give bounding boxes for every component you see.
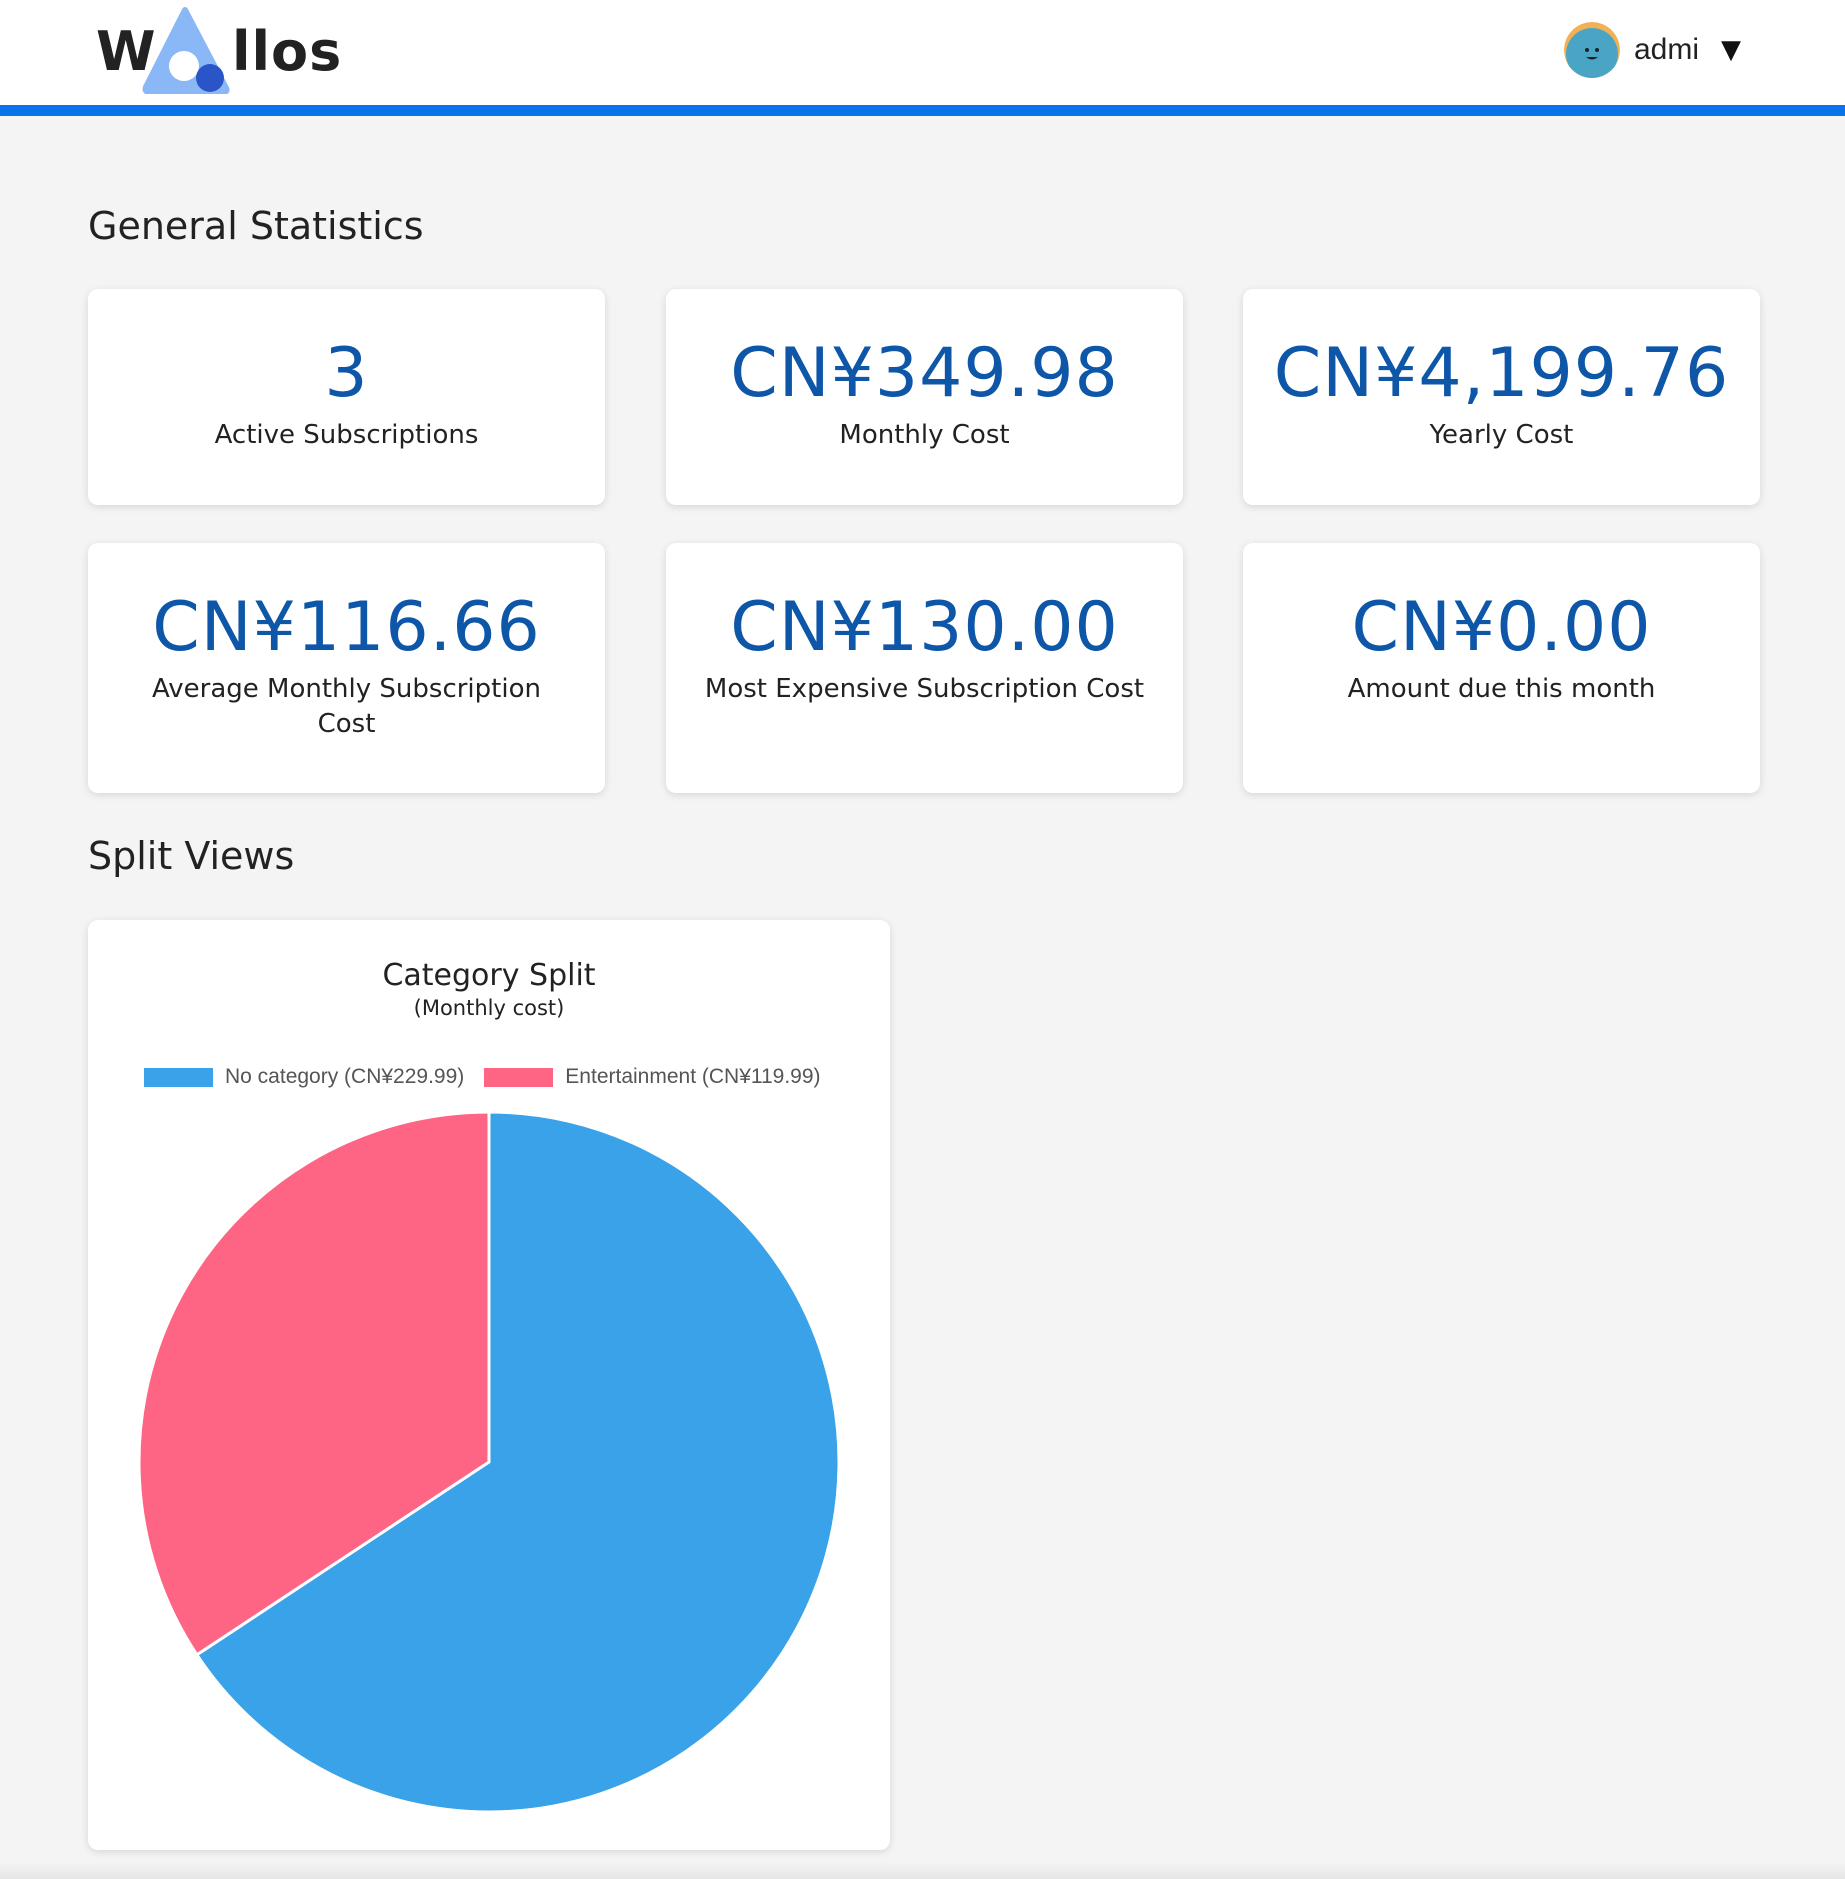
username[interactable]: admi <box>1634 33 1700 66</box>
stat-label: Amount due this month <box>1347 673 1656 704</box>
pie-slice-1[interactable] <box>137 1110 491 1657</box>
stat-value: CN¥116.66 <box>152 588 541 667</box>
category-split-chart-card: Category Split (Monthly cost) No categor… <box>88 920 890 1850</box>
wallos-logo[interactable]: W llos <box>96 6 341 94</box>
stat-card-monthly-cost: CN¥349.98 Monthly Cost <box>666 289 1183 505</box>
top-header: W llos admi ▼ <box>0 0 1845 116</box>
chevron-down-icon[interactable]: ▼ <box>1721 35 1742 65</box>
legend-label: Entertainment (CN¥119.99) <box>565 1065 821 1088</box>
legend-item-entertainment[interactable]: Entertainment (CN¥119.99) <box>484 1065 821 1089</box>
chart-title: Category Split <box>382 958 596 993</box>
stat-card-yearly-cost: CN¥4,199.76 Yearly Cost <box>1243 289 1760 505</box>
stat-label: Active Subscriptions <box>214 419 479 450</box>
stat-value: CN¥4,199.76 <box>1273 334 1730 413</box>
logo-text-right: llos <box>232 20 343 83</box>
stat-value: 3 <box>324 334 369 413</box>
stat-label: Average Monthly Subscription Cost <box>152 673 541 739</box>
stat-value: CN¥130.00 <box>730 588 1119 667</box>
legend-swatch <box>484 1067 554 1087</box>
stat-card-active-subscriptions: 3 Active Subscriptions <box>88 289 605 505</box>
stat-card-most-expensive: CN¥130.00 Most Expensive Subscription Co… <box>666 543 1183 793</box>
split-views-title: Split Views <box>88 834 295 878</box>
pie-chart <box>137 1110 841 1814</box>
stat-card-amount-due: CN¥0.00 Amount due this month <box>1243 543 1760 793</box>
user-menu-dropdown[interactable]: admi ▼ <box>1564 22 1754 78</box>
logo-triangle-icon <box>142 7 230 94</box>
pie-slice-0[interactable] <box>194 1110 841 1814</box>
stat-value: CN¥349.98 <box>730 334 1119 413</box>
stat-label: Yearly Cost <box>1429 419 1574 450</box>
chart-subtitle: (Monthly cost) <box>413 996 565 1020</box>
chart-legend: No category (CN¥229.99) Entertainment (C… <box>144 1062 841 1092</box>
stat-card-average-monthly-cost: CN¥116.66 Average Monthly Subscription C… <box>88 543 605 793</box>
stat-value: CN¥0.00 <box>1351 588 1652 667</box>
stat-label: Monthly Cost <box>839 419 1010 450</box>
legend-label: No category (CN¥229.99) <box>225 1065 465 1088</box>
legend-swatch <box>144 1067 213 1087</box>
stat-label: Most Expensive Subscription Cost <box>704 673 1145 704</box>
logo-text-left: W <box>96 20 157 83</box>
smiley-avatar-icon <box>1564 22 1620 78</box>
avatar[interactable] <box>1564 22 1620 78</box>
legend-item-no-category[interactable]: No category (CN¥229.99) <box>144 1065 464 1089</box>
bottom-scroll-shadow <box>0 1862 1845 1879</box>
general-statistics-title: General Statistics <box>88 204 424 248</box>
